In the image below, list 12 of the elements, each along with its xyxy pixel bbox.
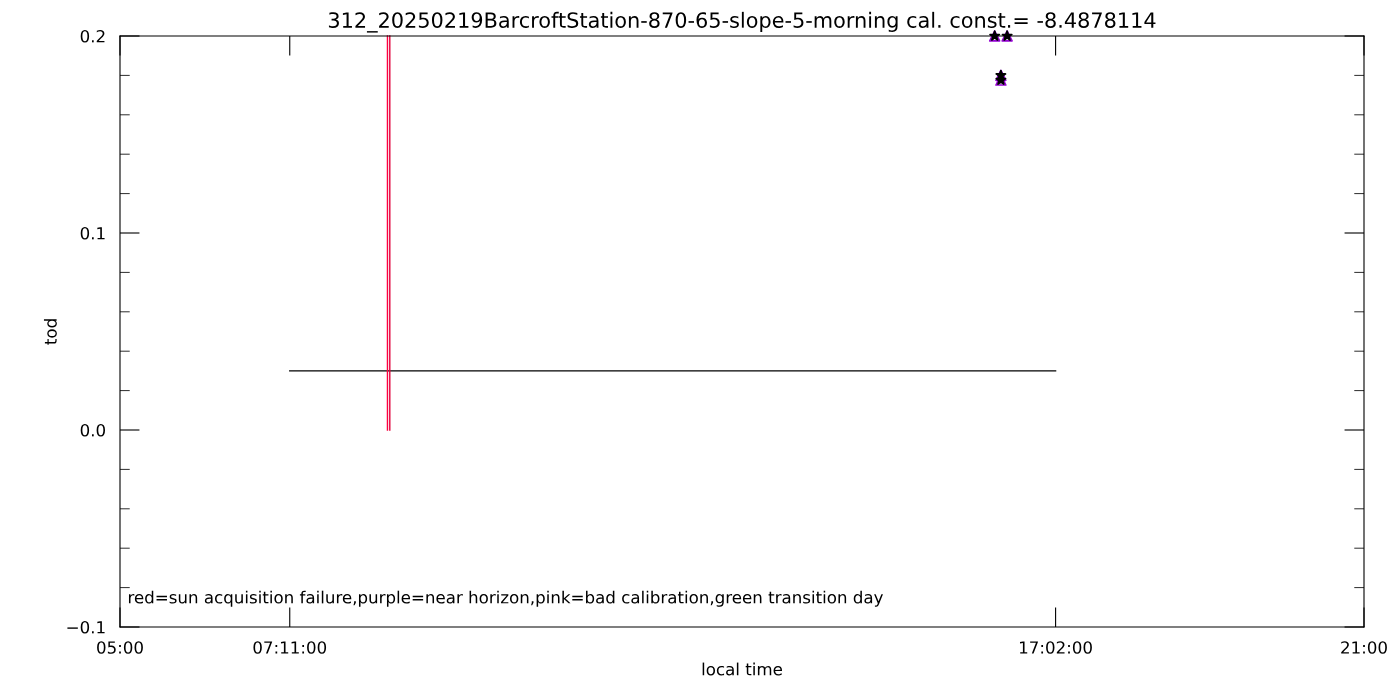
x-tick-label: 07:11:00: [253, 641, 327, 654]
y-axis-title: tod: [43, 319, 57, 345]
y-tick-label: 0.2: [80, 29, 105, 43]
x-tick-label: 05:00: [97, 641, 143, 654]
x-tick-label: 17:02:00: [1019, 641, 1092, 654]
x-axis-title: local time: [702, 662, 783, 676]
chart-title: 312_20250219BarcroftStation-870-65-slope-5-morning cal. const.= -8.4878114: [328, 11, 1156, 33]
y-tick-label: 0.1: [80, 226, 105, 240]
x-tick-label: 21:00: [1341, 641, 1387, 654]
y-tick-label: −0.1: [67, 620, 105, 634]
y-tick-label: 0.0: [80, 423, 105, 437]
annotation: red=sun acquisition failure,purple=near horizon,pink=bad calibration,green transition day: [128, 590, 883, 607]
